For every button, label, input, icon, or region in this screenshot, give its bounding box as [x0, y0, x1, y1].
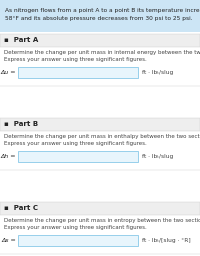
Bar	[18, 235, 138, 246]
Text: ft · lbₜ/slug: ft · lbₜ/slug	[142, 154, 173, 159]
Bar	[0, 34, 200, 47]
Text: ft · lbₜ/[slug · °R]: ft · lbₜ/[slug · °R]	[142, 238, 191, 243]
Text: Express your answer using three significant figures.: Express your answer using three signific…	[4, 225, 147, 230]
Bar	[18, 67, 138, 78]
Text: ▪  Part B: ▪ Part B	[4, 122, 38, 127]
Text: 58°F and its absolute pressure decreases from 30 psi to 25 psi.: 58°F and its absolute pressure decreases…	[5, 16, 193, 21]
Text: Express your answer using three significant figures.: Express your answer using three signific…	[4, 141, 147, 146]
Text: Determine the change per unit mass in internal energy between the two sections.: Determine the change per unit mass in in…	[4, 50, 200, 55]
Text: Determine the change per unit mass in entropy between the two sections.: Determine the change per unit mass in en…	[4, 218, 200, 223]
Text: As nitrogen flows from a point A to a point B its temperature increases from 40°: As nitrogen flows from a point A to a po…	[5, 8, 200, 13]
Text: Δs =: Δs =	[1, 238, 16, 243]
Text: Δu =: Δu =	[0, 70, 16, 75]
Text: ▪  Part A: ▪ Part A	[4, 37, 38, 44]
Text: ▪  Part C: ▪ Part C	[4, 206, 38, 211]
Text: Δh =: Δh =	[0, 154, 16, 159]
Text: Determine the change per unit mass in enthalpy between the two sections.: Determine the change per unit mass in en…	[4, 134, 200, 139]
Bar	[0, 118, 200, 131]
Bar	[0, 0, 200, 32]
Bar	[0, 202, 200, 215]
Text: ft · lbₜ/slug: ft · lbₜ/slug	[142, 70, 173, 75]
Text: Express your answer using three significant figures.: Express your answer using three signific…	[4, 57, 147, 62]
Bar	[18, 151, 138, 162]
